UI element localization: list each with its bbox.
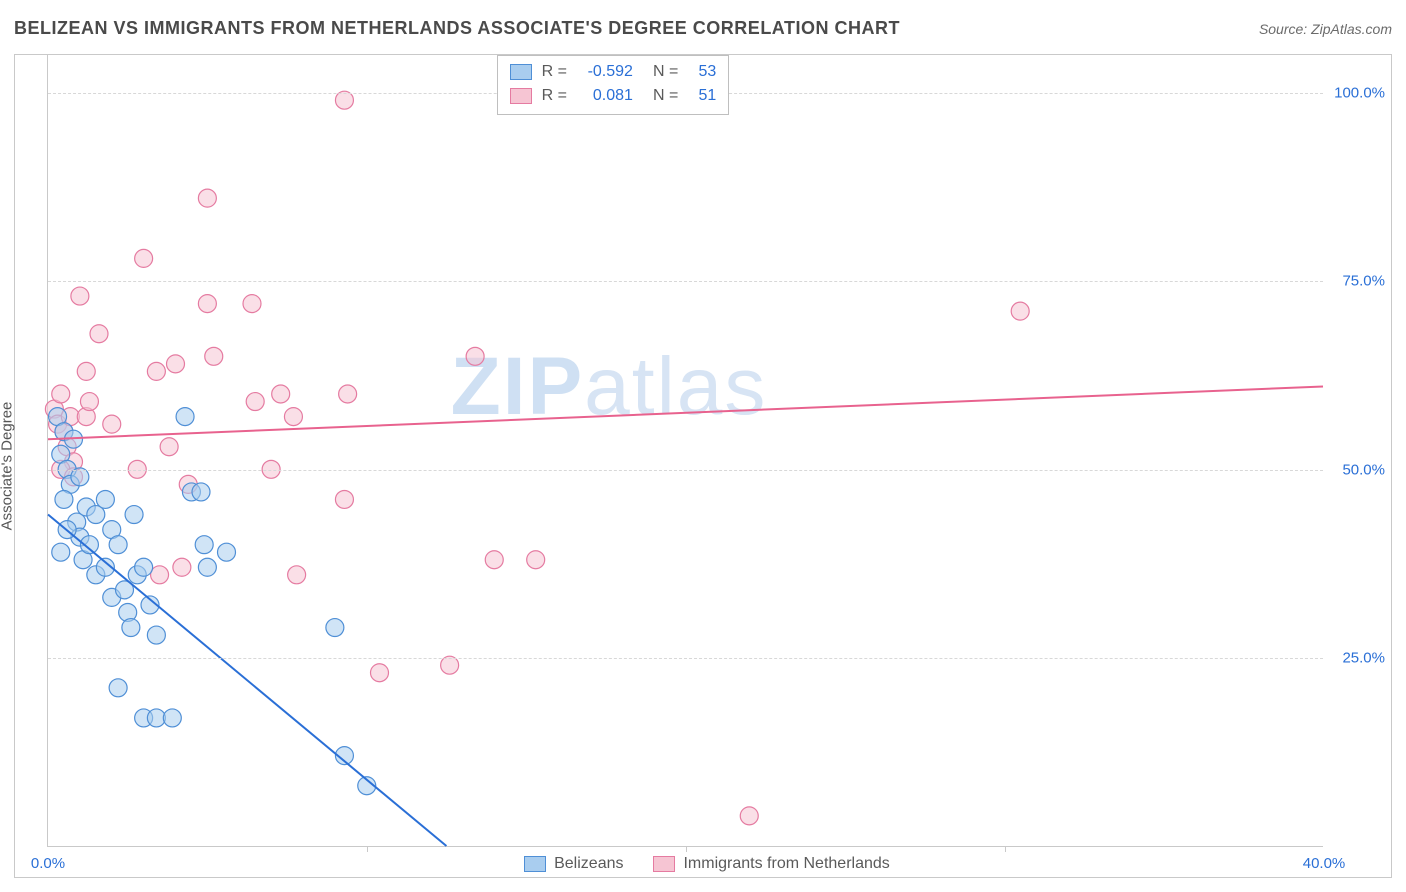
data-point <box>284 408 302 426</box>
gridline <box>48 658 1323 659</box>
data-point <box>109 679 127 697</box>
source-attribution: Source: ZipAtlas.com <box>1259 21 1392 37</box>
data-point <box>466 347 484 365</box>
stats-legend: R = -0.592 N = 53 R = 0.081 N = 51 <box>497 55 730 115</box>
data-point <box>335 490 353 508</box>
stat-n-value: 53 <box>688 60 716 84</box>
data-point <box>195 536 213 554</box>
trend-line <box>48 386 1323 439</box>
data-point <box>80 393 98 411</box>
chart-title: BELIZEAN VS IMMIGRANTS FROM NETHERLANDS … <box>14 18 900 39</box>
stat-r-label: R = <box>542 84 567 108</box>
data-point <box>55 490 73 508</box>
stat-n-label: N = <box>653 84 678 108</box>
data-point <box>243 295 261 313</box>
data-point <box>198 558 216 576</box>
data-point <box>192 483 210 501</box>
y-tick-label: 50.0% <box>1327 461 1385 478</box>
data-point <box>147 626 165 644</box>
data-point <box>147 709 165 727</box>
x-tick-label: 40.0% <box>1303 855 1346 872</box>
legend-label: Belizeans <box>554 855 623 873</box>
x-tick-mark <box>1005 846 1006 852</box>
data-point <box>77 362 95 380</box>
plot-svg <box>48 55 1323 846</box>
data-point <box>122 619 140 637</box>
data-point <box>173 558 191 576</box>
data-point <box>527 551 545 569</box>
data-point <box>151 566 169 584</box>
legend-swatch <box>510 64 532 80</box>
plot-area: ZIPatlas 25.0%50.0%75.0%100.0%0.0%40.0% <box>47 55 1323 847</box>
x-tick-mark <box>686 846 687 852</box>
stats-legend-row: R = -0.592 N = 53 <box>510 60 717 84</box>
data-point <box>198 295 216 313</box>
gridline <box>48 281 1323 282</box>
stat-r-value: -0.592 <box>577 60 633 84</box>
trend-line <box>48 515 446 846</box>
y-tick-label: 25.0% <box>1327 650 1385 667</box>
stats-legend-row: R = 0.081 N = 51 <box>510 84 717 108</box>
data-point <box>109 536 127 554</box>
y-axis-label: Associate's Degree <box>0 402 16 531</box>
legend-swatch <box>653 856 675 872</box>
data-point <box>335 91 353 109</box>
data-point <box>326 619 344 637</box>
data-point <box>71 287 89 305</box>
data-point <box>96 490 114 508</box>
data-point <box>163 709 181 727</box>
chart-container: Associate's Degree ZIPatlas 25.0%50.0%75… <box>14 54 1392 878</box>
header: BELIZEAN VS IMMIGRANTS FROM NETHERLANDS … <box>14 18 1392 39</box>
data-point <box>125 506 143 524</box>
data-point <box>147 362 165 380</box>
data-point <box>740 807 758 825</box>
data-point <box>339 385 357 403</box>
y-tick-label: 75.0% <box>1327 273 1385 290</box>
x-tick-label: 0.0% <box>31 855 65 872</box>
data-point <box>485 551 503 569</box>
data-point <box>176 408 194 426</box>
legend-item: Belizeans <box>524 855 623 873</box>
y-tick-label: 100.0% <box>1327 84 1385 101</box>
gridline <box>48 470 1323 471</box>
data-point <box>103 415 121 433</box>
stat-n-value: 51 <box>688 84 716 108</box>
data-point <box>1011 302 1029 320</box>
x-tick-mark <box>367 846 368 852</box>
legend-label: Immigrants from Netherlands <box>683 855 889 873</box>
data-point <box>52 543 70 561</box>
data-point <box>272 385 290 403</box>
data-point <box>288 566 306 584</box>
data-point <box>160 438 178 456</box>
data-point <box>52 385 70 403</box>
data-point <box>90 325 108 343</box>
legend-swatch <box>524 856 546 872</box>
data-point <box>135 249 153 267</box>
stat-n-label: N = <box>653 60 678 84</box>
stat-r-label: R = <box>542 60 567 84</box>
data-point <box>218 543 236 561</box>
data-point <box>371 664 389 682</box>
data-point <box>198 189 216 207</box>
stat-r-value: 0.081 <box>577 84 633 108</box>
legend-swatch <box>510 88 532 104</box>
series-legend: Belizeans Immigrants from Netherlands <box>524 855 890 873</box>
legend-item: Immigrants from Netherlands <box>653 855 889 873</box>
data-point <box>167 355 185 373</box>
data-point <box>135 558 153 576</box>
data-point <box>246 393 264 411</box>
data-point <box>205 347 223 365</box>
